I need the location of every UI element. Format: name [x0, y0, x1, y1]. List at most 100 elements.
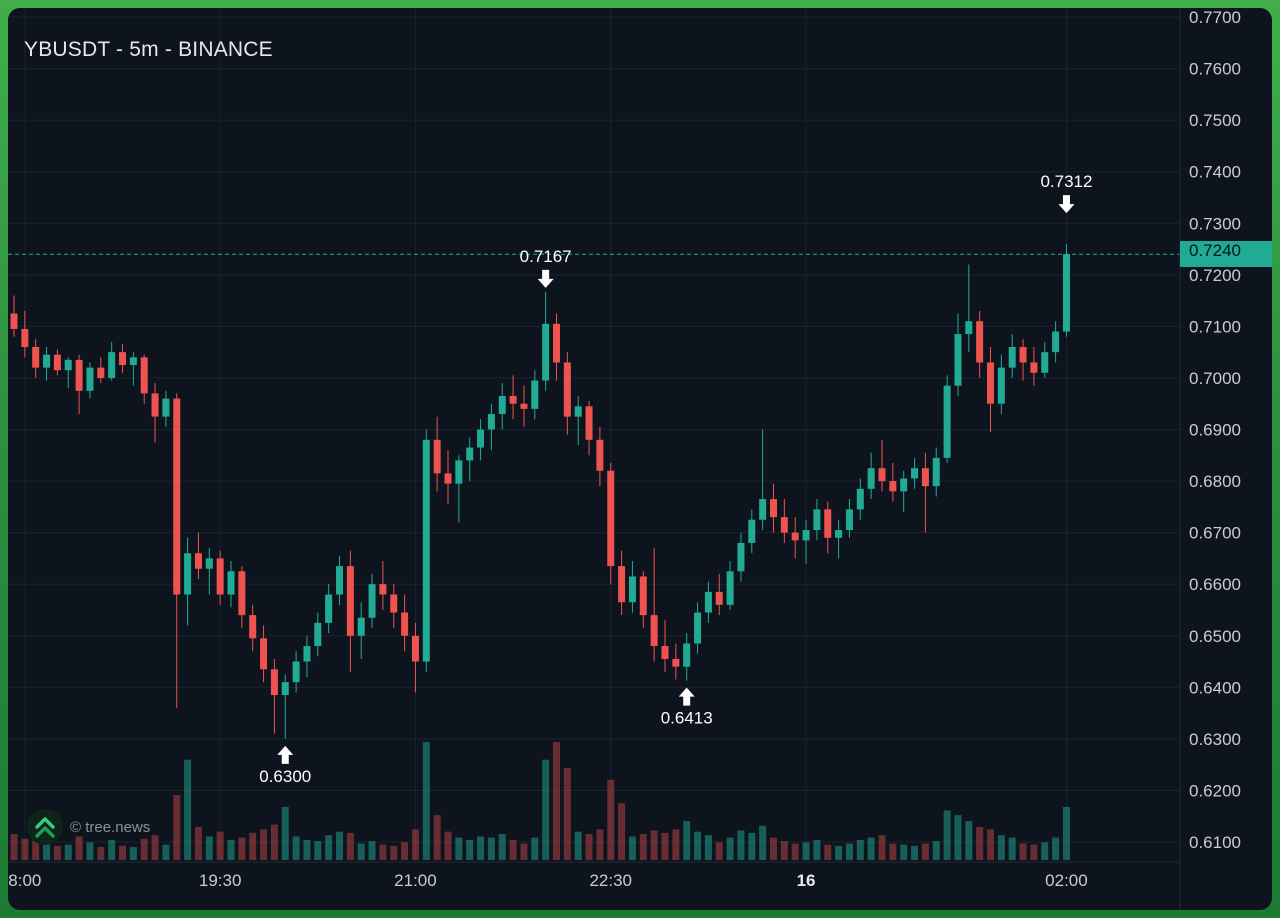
price-tick-label[interactable]: 0.7200: [1189, 266, 1241, 285]
marker-arrow-down-icon: [1058, 195, 1075, 214]
volume-bar: [607, 779, 615, 860]
volume-bar: [563, 767, 571, 860]
double-chevron-up-icon: [27, 809, 63, 845]
volume-bar: [411, 829, 419, 860]
candle-body: [455, 460, 463, 484]
price-tick-label[interactable]: 0.7100: [1189, 317, 1241, 336]
volume-bar: [487, 837, 495, 860]
price-tick-label[interactable]: 0.7600: [1189, 60, 1241, 79]
candle-body: [401, 612, 409, 636]
candle-body: [694, 612, 702, 644]
watermark: © tree.news: [26, 808, 150, 846]
candle-body: [140, 357, 148, 394]
volume-bar: [867, 837, 875, 860]
candle-body: [1062, 254, 1070, 332]
volume-bar: [509, 839, 517, 860]
volume-bar: [173, 795, 181, 860]
price-tick-label[interactable]: 0.6300: [1189, 730, 1241, 749]
volume-bar: [878, 835, 886, 860]
volume-bar: [216, 831, 224, 860]
time-tick-label[interactable]: 02:00: [1045, 871, 1088, 890]
time-tick-label[interactable]: 19:30: [199, 871, 242, 890]
volume-bar: [97, 847, 105, 860]
price-tick-label[interactable]: 0.6500: [1189, 627, 1241, 646]
price-tick-label[interactable]: 0.7400: [1189, 163, 1241, 182]
price-tick-label[interactable]: 0.7000: [1189, 369, 1241, 388]
candle-body: [553, 323, 560, 363]
volume-bar: [346, 832, 354, 860]
price-tick-label[interactable]: 0.7700: [1189, 8, 1241, 27]
volume-bar: [845, 843, 853, 860]
volume-bar: [184, 759, 192, 860]
candle-body: [1041, 352, 1049, 373]
volume-bar: [759, 825, 767, 860]
time-tick-label[interactable]: 21:00: [394, 871, 437, 890]
candle-body: [411, 635, 419, 662]
marker-price-label: 0.6413: [661, 709, 713, 728]
candle-body: [390, 594, 398, 613]
volume-bar: [596, 829, 604, 860]
volume-bar: [726, 837, 734, 860]
candle-body: [422, 439, 430, 662]
chart-panel: 0.7700 0.7600 0.7500 0.7400 0.7300 0.7200 0.71…: [8, 8, 1272, 910]
candle-body: [965, 321, 973, 335]
candle-body: [509, 395, 517, 404]
candle-body: [260, 638, 268, 670]
volume-bar: [650, 830, 658, 860]
candle-body: [53, 354, 61, 371]
candle-body: [97, 367, 105, 378]
candle-body: [791, 532, 799, 541]
volume-bar: [422, 742, 430, 860]
volume-bar: [477, 836, 485, 860]
candle-body: [108, 352, 116, 378]
candle-body: [618, 566, 626, 603]
volume-bar: [780, 841, 788, 860]
candle-body: [889, 481, 897, 492]
volume-bar: [357, 843, 365, 860]
price-tick-label[interactable]: 0.7500: [1189, 111, 1241, 130]
volume-bar: [683, 821, 691, 860]
candle-body: [184, 553, 192, 595]
volume-bar: [965, 821, 973, 860]
volume-bar: [194, 826, 202, 860]
candle-body: [845, 509, 853, 531]
price-tick-label[interactable]: 0.6400: [1189, 678, 1241, 697]
volume-bar: [21, 838, 29, 860]
volume-bar: [900, 844, 908, 860]
candle-body: [932, 457, 940, 487]
candle-body: [639, 576, 647, 616]
candle-body: [596, 439, 604, 471]
volume-bar: [813, 839, 821, 860]
time-tick-label[interactable]: 8:00: [8, 871, 41, 890]
volume-bar: [770, 837, 777, 860]
volume-bar: [704, 835, 712, 860]
price-tick-label[interactable]: 0.6800: [1189, 472, 1241, 491]
volume-bar: [303, 839, 311, 860]
volume-bar: [715, 842, 723, 860]
candle-body: [943, 385, 951, 458]
price-tick-label[interactable]: 0.7300: [1189, 214, 1241, 233]
candle-body: [780, 517, 788, 533]
candle-body: [715, 591, 723, 605]
candle-body: [194, 553, 202, 569]
volume-bar: [661, 832, 669, 860]
volume-bar: [542, 759, 550, 860]
chart-canvas[interactable]: 0.7700 0.7600 0.7500 0.7400 0.7300 0.7200 0.71…: [8, 8, 1272, 910]
volume-bar: [585, 834, 593, 860]
price-tick-label[interactable]: 0.6700: [1189, 524, 1241, 543]
candle-body: [911, 468, 919, 479]
candle-body: [216, 558, 224, 595]
volume-bar: [119, 845, 126, 860]
price-tick-label[interactable]: 0.6200: [1189, 781, 1241, 800]
candle-body: [86, 367, 94, 391]
candle-body: [987, 362, 994, 404]
price-tick-label[interactable]: 0.6900: [1189, 421, 1241, 440]
price-tick-label[interactable]: 0.6100: [1189, 833, 1241, 852]
price-tick-label[interactable]: 0.6600: [1189, 575, 1241, 594]
volume-bar: [835, 845, 843, 860]
time-tick-label[interactable]: 16: [797, 871, 816, 890]
time-tick-label[interactable]: 22:30: [589, 871, 632, 890]
candle-body: [292, 661, 300, 683]
volume-bar: [553, 742, 560, 860]
